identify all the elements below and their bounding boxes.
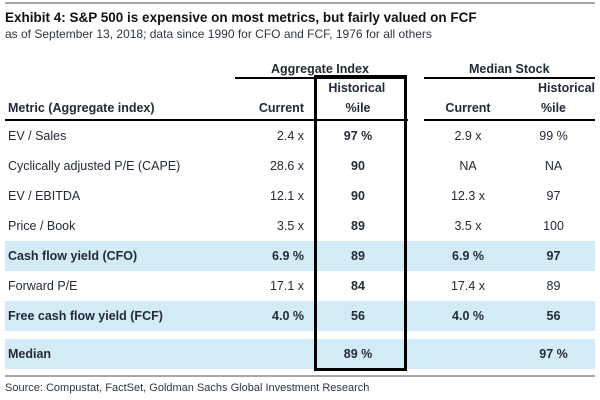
median-current-value: 3.5 x	[454, 219, 482, 233]
table-row-price-book: Price / Book 3.5 x 89 3.5 x 100	[5, 211, 595, 241]
subheader-historical-median: Historical	[538, 81, 595, 95]
aggregate-current-value: 17.1 x	[269, 279, 304, 293]
metric-label: Forward P/E	[8, 279, 78, 293]
group-header-row: Aggregate Index Median Stock	[5, 62, 595, 79]
aggregate-pctile-value: 89	[351, 219, 365, 233]
table-row-cfo-yield: Cash flow yield (CFO) 6.9 % 89 6.9 % 97	[5, 241, 595, 271]
group-header-aggregate-index: Aggregate Index	[235, 62, 405, 79]
table-row-fcf-yield: Free cash flow yield (FCF) 4.0 % 56 4.0 …	[5, 301, 595, 331]
aggregate-current-value: 12.1 x	[269, 189, 304, 203]
historical-subheader-row: Historical Historical	[5, 79, 595, 97]
aggregate-pctile-value: 97 %	[343, 129, 373, 143]
aggregate-pctile-value: 90	[351, 189, 365, 203]
table-row-median: Median 89 % 97 %	[5, 339, 595, 369]
median-pctile-value: 56	[546, 309, 561, 323]
median-pctile-value: 97 %	[539, 347, 568, 361]
table-row-ev-sales: EV / Sales 2.4 x 97 % 2.9 x 99 %	[5, 121, 595, 151]
aggregate-current-value: 3.5 x	[276, 219, 304, 233]
metric-label: EV / Sales	[8, 129, 67, 143]
aggregate-current-value: 2.4 x	[276, 129, 304, 143]
aggregate-current-value: 6.9 %	[272, 249, 304, 263]
bottom-divider	[5, 375, 595, 377]
metric-label: Median	[8, 347, 52, 361]
aggregate-pctile-value: 89	[351, 249, 365, 263]
median-current-value: 6.9 %	[452, 249, 484, 263]
valuation-table: Aggregate Index Median Stock Historical …	[5, 62, 595, 371]
header-metric: Metric (Aggregate index)	[8, 101, 155, 115]
exhibit-title: Exhibit 4: S&P 500 is expensive on most …	[5, 10, 477, 25]
aggregate-pctile-value: 56	[351, 309, 365, 323]
median-pctile-value: 99 %	[539, 129, 568, 143]
median-current-value: 2.9 x	[454, 129, 482, 143]
header-aggregate-pctile: %ile	[345, 101, 371, 115]
metric-label: EV / EBITDA	[8, 189, 81, 203]
table-row-forward-pe: Forward P/E 17.1 x 84 17.4 x 89	[5, 271, 595, 301]
metric-label: Price / Book	[8, 219, 76, 233]
table-row-cape: Cyclically adjusted P/E (CAPE) 28.6 x 90…	[5, 151, 595, 181]
aggregate-pctile-value: 84	[351, 279, 365, 293]
aggregate-pctile-value: 89 %	[343, 347, 373, 361]
median-current-value: 12.3 x	[450, 189, 486, 203]
header-median-pctile: %ile	[540, 101, 566, 115]
median-pctile-value: 100	[543, 219, 564, 233]
metric-label: Cyclically adjusted P/E (CAPE)	[8, 159, 181, 173]
column-headers-median: Current %ile	[424, 97, 595, 121]
table-row-ev-ebitda: EV / EBITDA 12.1 x 90 12.3 x 97	[5, 181, 595, 211]
median-pctile-value: 89	[546, 279, 561, 293]
median-current-value: NA	[459, 159, 477, 173]
median-pctile-value: 97	[546, 249, 561, 263]
subheader-historical-aggregate: Historical	[328, 81, 386, 95]
top-divider	[5, 2, 595, 4]
column-headers-aggregate: Metric (Aggregate index) Current %ile	[5, 97, 408, 121]
column-header-row: Metric (Aggregate index) Current %ile Cu…	[5, 97, 595, 121]
median-pctile-value: NA	[544, 159, 563, 173]
aggregate-current-value: 28.6 x	[269, 159, 304, 173]
metric-label: Cash flow yield (CFO)	[8, 249, 138, 263]
group-header-median-stock: Median Stock	[423, 62, 595, 79]
median-current-value: 17.4 x	[450, 279, 486, 293]
aggregate-current-value: 4.0 %	[272, 309, 304, 323]
median-current-value: 4.0 %	[452, 309, 484, 323]
spacer	[5, 331, 595, 339]
median-pctile-value: 97	[546, 189, 561, 203]
exhibit-subtitle: as of September 13, 2018; data since 199…	[5, 27, 432, 41]
aggregate-pctile-value: 90	[351, 159, 365, 173]
metric-label: Free cash flow yield (FCF)	[8, 309, 163, 323]
header-median-current: Current	[445, 101, 491, 115]
source-note: Source: Compustat, FactSet, Goldman Sach…	[5, 382, 370, 394]
header-aggregate-current: Current	[258, 101, 304, 115]
